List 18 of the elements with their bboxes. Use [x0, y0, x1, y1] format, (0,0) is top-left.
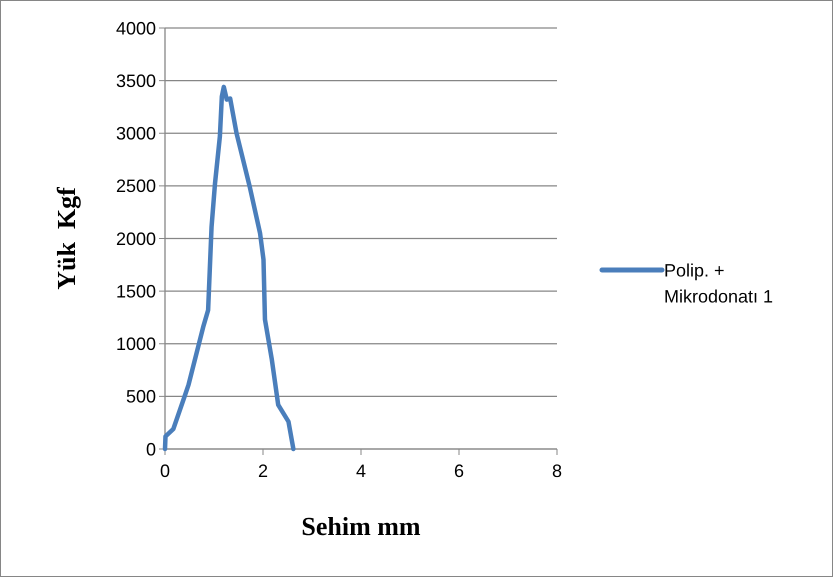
y-tick-label: 0: [146, 439, 156, 460]
line-series: [162, 84, 296, 452]
legend-label: Polip. + Mikrodonatı 1: [664, 260, 774, 306]
y-tick-label: 2000: [116, 228, 156, 249]
y-tick-label: 1000: [116, 334, 156, 354]
x-tick-label: 4: [356, 461, 366, 481]
y-tick-label: 1500: [116, 281, 156, 302]
y-tick-label: 3000: [116, 124, 156, 144]
x-tick-label: 8: [552, 461, 562, 481]
x-axis-title: Sehim mm: [301, 512, 421, 541]
y-tick-label: 4000: [116, 18, 156, 38]
y-tick-label: 3500: [116, 70, 156, 91]
x-tick-label: 6: [454, 461, 464, 481]
x-tick-label: 2: [258, 461, 268, 481]
x-tick-label: 0: [160, 461, 170, 481]
y-axis-title: Yük Kgf: [52, 186, 81, 290]
y-tick-label: 500: [126, 386, 156, 407]
y-tick-label: 2500: [116, 176, 156, 196]
